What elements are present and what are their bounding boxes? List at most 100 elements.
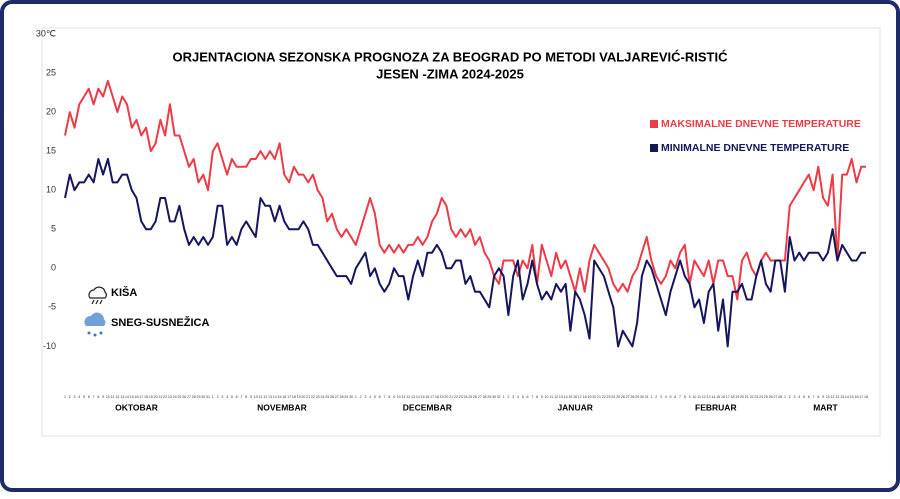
x-tick-label: 23: [459, 395, 463, 399]
month-label: OKTOBAR: [115, 402, 158, 412]
x-tick-label: 10: [826, 395, 830, 399]
x-tick-label: 12: [554, 395, 558, 399]
x-tick-label: 14: [711, 395, 715, 399]
x-tick-label: 27: [187, 395, 191, 399]
y-tick-label: 5: [51, 224, 56, 234]
x-tick-label: 13: [268, 395, 272, 399]
x-tick-label: 20: [740, 395, 744, 399]
y-tick-label: -5: [48, 302, 56, 312]
x-tick-label: 31: [206, 395, 210, 399]
x-tick-label: 21: [745, 395, 749, 399]
x-tick-label: 8: [245, 395, 247, 399]
x-tick-label: 14: [564, 395, 568, 399]
x-tick-label: 9: [689, 395, 691, 399]
x-tick-label: 20: [592, 395, 596, 399]
x-tick-label: 28: [483, 395, 487, 399]
x-tick-label: 29: [635, 395, 639, 399]
x-tick-label: 18: [864, 395, 868, 399]
legend-swatch: [650, 144, 658, 152]
x-tick-label: 12: [263, 395, 267, 399]
x-tick-label: 3: [74, 395, 76, 399]
x-tick-label: 4: [78, 395, 80, 399]
x-tick-label: 5: [231, 395, 233, 399]
x-tick-label: 10: [692, 395, 696, 399]
x-tick-label: 18: [435, 395, 439, 399]
x-tick-label: 25: [764, 395, 768, 399]
x-tick-label: 20: [154, 395, 158, 399]
x-tick-label: 1: [650, 395, 652, 399]
x-tick-label: 10: [545, 395, 549, 399]
x-tick-label: 29: [487, 395, 491, 399]
x-tick-label: 30: [349, 395, 353, 399]
x-tick-label: 27: [773, 395, 777, 399]
x-tick-label: 25: [325, 395, 329, 399]
x-tick-label: 24: [759, 395, 763, 399]
x-tick-label: 22: [311, 395, 315, 399]
annotation: SNEG-SUSNEŽICA: [111, 316, 209, 329]
x-tick-label: 7: [813, 395, 815, 399]
rain-icon: [88, 286, 107, 305]
x-tick-label: 2: [69, 395, 71, 399]
x-tick-label: 24: [611, 395, 615, 399]
x-tick-label: 6: [88, 395, 90, 399]
x-tick-label: 26: [330, 395, 334, 399]
x-tick-label: 16: [854, 395, 858, 399]
x-tick-label: 11: [111, 395, 115, 399]
x-tick-label: 19: [735, 395, 739, 399]
x-tick-label: 2: [217, 395, 219, 399]
x-tick-label: 26: [621, 395, 625, 399]
x-tick-label: 25: [177, 395, 181, 399]
x-tick-label: 1: [64, 395, 66, 399]
x-tick-label: 14: [273, 395, 277, 399]
x-tick-label: 1: [355, 395, 357, 399]
x-tick-label: 4: [665, 395, 667, 399]
panel: [41, 27, 881, 437]
x-tick-label: 15: [421, 395, 425, 399]
x-tick-label: 6: [379, 395, 381, 399]
x-tick-label: 26: [769, 395, 773, 399]
series-line: [64, 79, 866, 301]
x-tick-label: 13: [707, 395, 711, 399]
x-tick-label: 6: [236, 395, 238, 399]
x-tick-label: 8: [536, 395, 538, 399]
x-tick-label: 12: [702, 395, 706, 399]
y-tick-label: 25: [46, 67, 56, 77]
x-tick-label: 2: [507, 395, 509, 399]
x-tick-label: 9: [822, 395, 824, 399]
x-tick-label: 1: [784, 395, 786, 399]
x-tick-label: 4: [517, 395, 519, 399]
x-tick-label: 30: [492, 395, 496, 399]
x-tick-label: 22: [750, 395, 754, 399]
x-tick-label: 3: [660, 395, 662, 399]
x-tick-label: 31: [497, 395, 501, 399]
x-tick-label: 23: [316, 395, 320, 399]
x-tick-label: 24: [320, 395, 324, 399]
x-tick-label: 6: [674, 395, 676, 399]
x-tick-label: 3: [221, 395, 223, 399]
x-tick-label: 15: [850, 395, 854, 399]
x-tick-label: 8: [684, 395, 686, 399]
x-tick-label: 5: [803, 395, 805, 399]
x-tick-label: 7: [679, 395, 681, 399]
x-tick-label: 19: [440, 395, 444, 399]
x-tick-label: 10: [106, 395, 110, 399]
x-tick-label: 5: [83, 395, 85, 399]
x-tick-label: 6: [526, 395, 528, 399]
x-tick-label: 11: [831, 395, 835, 399]
x-tick-label: 10: [397, 395, 401, 399]
x-tick-label: 4: [798, 395, 800, 399]
x-tick-label: 28: [630, 395, 634, 399]
x-tick-label: 11: [697, 395, 701, 399]
x-tick-label: 21: [449, 395, 453, 399]
x-tick-label: 22: [163, 395, 167, 399]
x-tick-label: 3: [364, 395, 366, 399]
x-tick-label: 21: [158, 395, 162, 399]
x-tick-label: 19: [297, 395, 301, 399]
x-tick-label: 7: [240, 395, 242, 399]
x-tick-label: 17: [287, 395, 291, 399]
month-label: MART: [813, 402, 838, 412]
x-tick-label: 25: [468, 395, 472, 399]
x-tick-label: 3: [512, 395, 514, 399]
y-tick-label: 15: [46, 146, 56, 156]
